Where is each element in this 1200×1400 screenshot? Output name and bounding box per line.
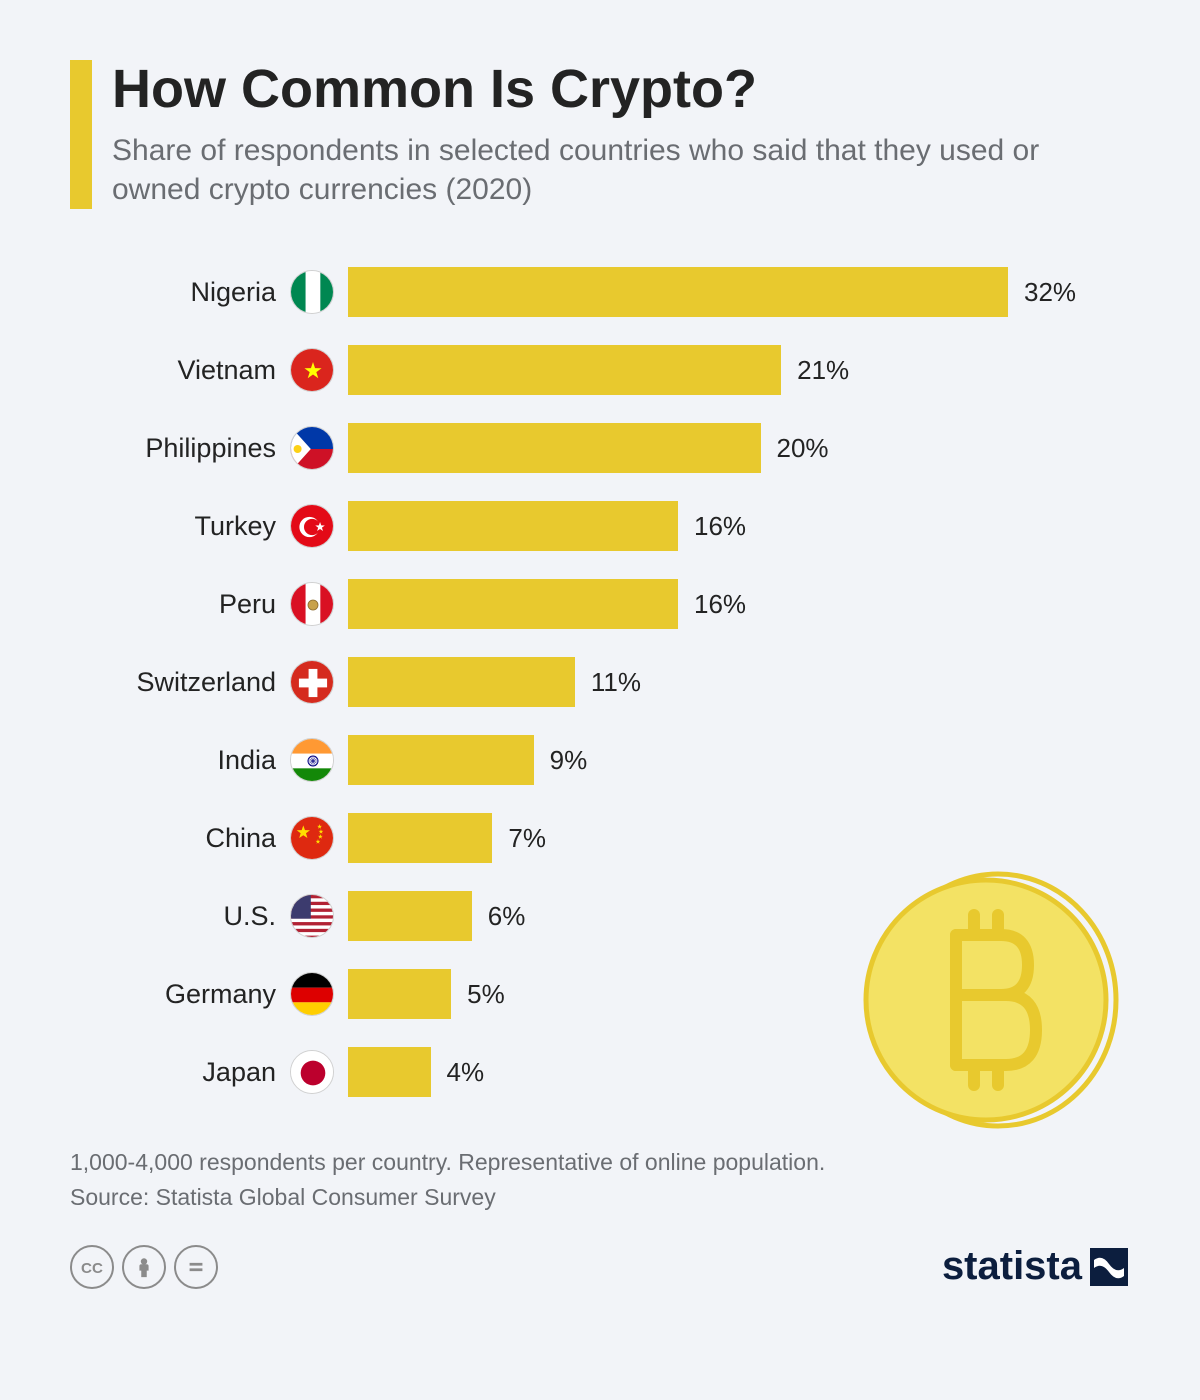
chart-row: Vietnam 21% [70,337,1130,403]
country-label: Turkey [70,511,290,542]
bar [348,1047,431,1097]
bar-container: 9% [348,735,1130,785]
flag-icon [290,426,334,470]
flag-icon [290,1050,334,1094]
bar-value: 21% [797,355,849,386]
chart-row: Philippines 20% [70,415,1130,481]
chart-row: Switzerland 11% [70,649,1130,715]
bar [348,267,1008,317]
country-label: China [70,823,290,854]
country-label: Peru [70,589,290,620]
bar-value: 6% [488,901,526,932]
header-text: How Common Is Crypto? Share of responden… [112,60,1130,209]
cc-icon: CC [70,1245,114,1289]
flag-icon [290,816,334,860]
bar [348,657,575,707]
svg-text:CC: CC [81,1260,103,1277]
bar-value: 16% [694,511,746,542]
country-label: India [70,745,290,776]
flag-icon [290,270,334,314]
license-icons: CC [70,1245,218,1289]
country-label: Vietnam [70,355,290,386]
bar [348,345,781,395]
bar-value: 9% [550,745,588,776]
flag-icon [290,738,334,782]
bar [348,813,492,863]
country-label: Philippines [70,433,290,464]
header: How Common Is Crypto? Share of responden… [70,60,1130,209]
nd-icon [174,1245,218,1289]
flag-icon [290,582,334,626]
chart-row: Turkey 16% [70,493,1130,559]
bar-container: 11% [348,657,1130,707]
bar-container: 20% [348,423,1130,473]
bar [348,735,534,785]
bar-value: 5% [467,979,505,1010]
bar-value: 20% [777,433,829,464]
bar-value: 11% [591,667,641,698]
footer: CC statista [70,1244,1130,1289]
bar [348,891,472,941]
bar-value: 7% [508,823,546,854]
page-title: How Common Is Crypto? [112,60,1130,119]
country-label: Switzerland [70,667,290,698]
bar [348,969,451,1019]
chart-row: China 7% [70,805,1130,871]
bar-container: 21% [348,345,1130,395]
chart-row: India 9% [70,727,1130,793]
bar [348,579,678,629]
chart-row: Peru 16% [70,571,1130,637]
flag-icon [290,348,334,392]
country-label: Germany [70,979,290,1010]
bar-container: 32% [348,267,1130,317]
bar-container: 16% [348,579,1130,629]
chart-row: Nigeria 32% [70,259,1130,325]
statista-logo: statista [942,1244,1130,1289]
bar-value: 32% [1024,277,1076,308]
page-subtitle: Share of respondents in selected countri… [112,131,1130,209]
footnote: 1,000-4,000 respondents per country. Rep… [70,1145,1130,1214]
bar [348,501,678,551]
bar-container: 16% [348,501,1130,551]
flag-icon [290,972,334,1016]
bar-value: 16% [694,589,746,620]
flag-icon [290,660,334,704]
country-label: Nigeria [70,277,290,308]
flag-icon [290,894,334,938]
by-icon [122,1245,166,1289]
statista-logo-text: statista [942,1244,1082,1289]
flag-icon [290,504,334,548]
footnote-line2: Source: Statista Global Consumer Survey [70,1180,1130,1215]
country-label: U.S. [70,901,290,932]
footnote-line1: 1,000-4,000 respondents per country. Rep… [70,1145,1130,1180]
bar [348,423,761,473]
bitcoin-icon [860,870,1120,1130]
country-label: Japan [70,1057,290,1088]
accent-bar [70,60,92,209]
bar-value: 4% [447,1057,485,1088]
bar-container: 7% [348,813,1130,863]
